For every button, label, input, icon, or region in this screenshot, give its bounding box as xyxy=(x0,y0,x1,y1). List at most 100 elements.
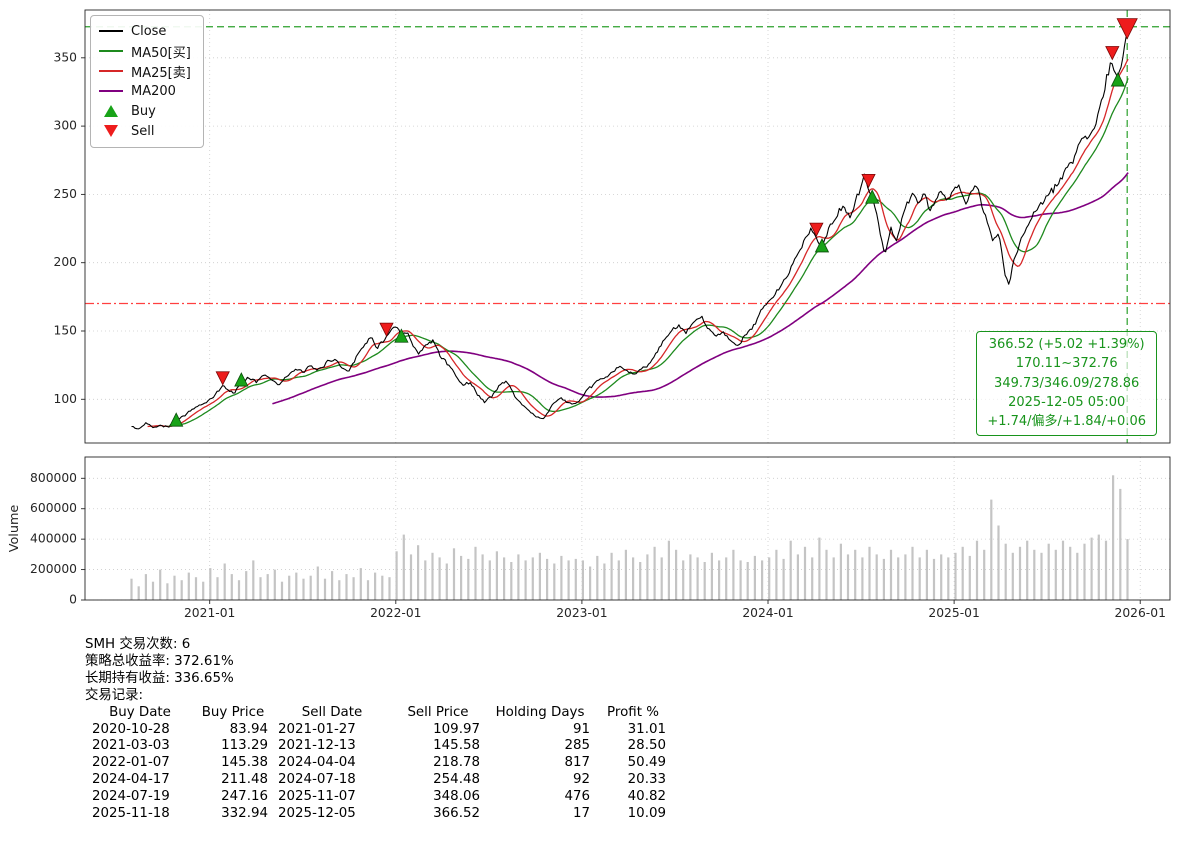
line-swatch-icon xyxy=(99,70,123,72)
trade-cell: 2024-04-17 xyxy=(92,772,170,788)
trade-cell: 145.38 xyxy=(221,755,268,771)
price-volume-chart: 2021-01 2022-01 2023-01 2024-01 2025-01 2026-… xyxy=(7,9,1171,620)
trade-row: 2022-01-07 145.38 2024-04-04 218.78 817 50.49 xyxy=(87,755,671,772)
svg-text:200: 200 xyxy=(54,255,77,269)
legend-label: MA200 xyxy=(131,83,176,99)
trade-cell: 2021-12-13 xyxy=(278,738,356,754)
trade-cell: 247.16 xyxy=(221,789,268,805)
legend: Close MA50[买] MA25[卖] MA200 Buy Sell xyxy=(90,15,204,148)
trade-cell: 10.09 xyxy=(627,806,666,822)
svg-text:250: 250 xyxy=(54,187,77,201)
svg-text:2026-01: 2026-01 xyxy=(1115,606,1166,620)
trade-cell: 40.82 xyxy=(627,789,666,805)
trade-table-header: Buy Date Buy Price Sell Date Sell Price Hold… xyxy=(87,705,671,722)
svg-text:100: 100 xyxy=(54,392,77,406)
grid-lines xyxy=(85,10,1170,601)
annotation-ma-values: 349.73/346.09/278.86 xyxy=(994,375,1140,391)
svg-text:2025-01: 2025-01 xyxy=(928,606,979,620)
price-panel-border xyxy=(84,9,1171,444)
price-lines xyxy=(131,30,1129,430)
trade-col-header: Profit % xyxy=(607,704,659,720)
legend-label: MA25[卖] xyxy=(131,65,191,81)
trade-col-header: Holding Days xyxy=(495,704,585,720)
trade-markers xyxy=(169,18,1138,427)
trade-cell: 31.01 xyxy=(627,721,666,737)
svg-text:300: 300 xyxy=(54,119,77,133)
strategy-return-line: 策略总收益率: 372.61% xyxy=(85,653,234,669)
summary-block: SMH 交易次数: 6 策略总收益率: 372.61% 长期持有收益: 336.… xyxy=(85,637,671,823)
trade-row: 2021-03-03 113.29 2021-12-13 145.58 285 28.50 xyxy=(87,738,671,755)
trade-row: 2024-04-17 211.48 2024-07-18 254.48 92 20.33 xyxy=(87,772,671,789)
trade-cell: 50.49 xyxy=(627,755,666,771)
annotation-last-price: 366.52 (+5.02 +1.39%) xyxy=(988,337,1145,352)
line-swatch-icon xyxy=(99,90,123,92)
legend-swatch xyxy=(99,105,123,117)
trade-col-header: Sell Date xyxy=(301,704,363,720)
legend-swatch xyxy=(99,30,123,32)
trade-cell: 2020-10-28 xyxy=(92,721,170,737)
legend-swatch xyxy=(99,70,123,72)
trade-cell: 83.94 xyxy=(229,721,268,737)
hold-return-line: 长期持有收益: 336.65% xyxy=(85,670,234,686)
legend-label: MA50[买] xyxy=(131,45,191,61)
svg-text:0: 0 xyxy=(69,593,77,607)
trade-cell: 2024-07-19 xyxy=(92,789,170,805)
trade-cell: 348.06 xyxy=(433,789,480,805)
trade-cell: 476 xyxy=(564,789,590,805)
legend-swatch xyxy=(99,90,123,92)
trade-cell: 28.50 xyxy=(627,738,666,754)
legend-label: Buy xyxy=(131,103,156,119)
trade-row: 2020-10-28 83.94 2021-01-27 109.97 91 31.01 xyxy=(87,722,671,739)
trade-cell: 2025-11-18 xyxy=(92,806,170,822)
trade-cell: 211.48 xyxy=(221,772,268,788)
annotation-range: 170.11~372.76 xyxy=(1015,356,1118,372)
svg-text:2024-01: 2024-01 xyxy=(742,606,793,620)
trade-cell: 2025-12-05 xyxy=(278,806,356,822)
trade-cell: 92 xyxy=(572,772,590,788)
sell-triangle-icon xyxy=(104,125,118,137)
svg-text:2021-01: 2021-01 xyxy=(184,606,235,620)
legend-swatch xyxy=(99,125,123,137)
svg-text:600000: 600000 xyxy=(30,501,77,515)
legend-item: Close xyxy=(99,22,191,40)
trade-cell: 109.97 xyxy=(433,721,480,737)
trade-cell: 332.94 xyxy=(221,806,268,822)
trade-cell: 20.33 xyxy=(627,772,666,788)
axis-labels: 2021-01 2022-01 2023-01 2024-01 2025-01 2026-… xyxy=(7,50,1166,620)
trade-col-header: Buy Price xyxy=(201,704,265,720)
trade-cell: 254.48 xyxy=(433,772,480,788)
trade-col-header: Sell Price xyxy=(407,704,469,720)
trade-cell: 113.29 xyxy=(221,738,268,754)
trade-row: 2024-07-19 247.16 2025-11-07 348.06 476 40.82 xyxy=(87,789,671,806)
svg-text:200000: 200000 xyxy=(30,562,77,576)
trade-cell: 2021-03-03 xyxy=(92,738,170,754)
trade-cell: 91 xyxy=(572,721,590,737)
annotation-bias: +1.74/偏多/+1.84/+0.06 xyxy=(987,414,1146,430)
trade-cell: 2024-07-18 xyxy=(278,772,356,788)
volume-ylabel: Volume xyxy=(7,505,22,553)
legend-label: Close xyxy=(131,23,167,39)
volume-panel-border xyxy=(84,456,1171,601)
trade-cell: 817 xyxy=(564,755,590,771)
trade-cell: 2022-01-07 xyxy=(92,755,170,771)
trade-cell: 2025-11-07 xyxy=(278,789,356,805)
legend-label: Sell xyxy=(131,123,155,139)
legend-item: MA50[买] xyxy=(99,42,191,61)
annotation-datetime: 2025-12-05 05:00 xyxy=(1008,394,1126,410)
trade-cell: 145.58 xyxy=(433,738,480,754)
volume-bars xyxy=(130,475,1129,600)
records-label: 交易记录: xyxy=(85,687,144,703)
trade-cell: 366.52 xyxy=(433,806,480,822)
legend-swatch xyxy=(99,50,123,52)
line-swatch-icon xyxy=(99,50,123,52)
line-swatch-icon xyxy=(99,30,123,32)
trade-cell: 285 xyxy=(564,738,590,754)
buy-triangle-icon xyxy=(104,105,118,117)
svg-text:350: 350 xyxy=(54,50,77,64)
legend-item: MA200 xyxy=(99,82,191,100)
trade-cell: 2021-01-27 xyxy=(278,721,356,737)
legend-item: Buy xyxy=(99,102,191,120)
legend-item: MA25[卖] xyxy=(99,62,191,81)
legend-item: Sell xyxy=(99,122,191,140)
